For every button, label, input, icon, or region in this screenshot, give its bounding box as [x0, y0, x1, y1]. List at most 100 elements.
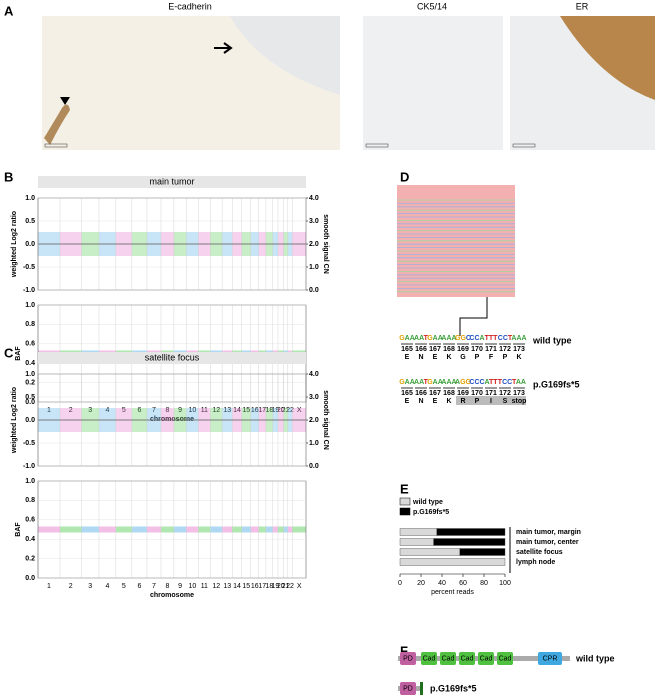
x-axis-label: chromosome	[150, 592, 194, 599]
baf-band	[98, 526, 116, 533]
backbone	[398, 656, 515, 661]
chromosome-label: 13	[223, 583, 231, 590]
y-tick-label: -0.5	[23, 264, 35, 271]
panel-label: F	[400, 643, 408, 658]
domain-label: CPR	[543, 655, 558, 662]
codon: GAA	[399, 379, 415, 386]
bar	[436, 528, 506, 536]
chromosome-label: 2	[69, 583, 73, 590]
image-title: E-cadherin	[168, 1, 212, 11]
amino-acid: P	[475, 354, 480, 361]
y-tick-label: 1.0	[25, 371, 35, 378]
aa-box	[456, 396, 470, 405]
chromosome-label: 12	[212, 407, 220, 414]
y-axis-label: weighted Log2 ratio	[11, 211, 18, 278]
y-axis-label: weighted Log2 ratio	[11, 387, 18, 454]
amino-acid: K	[516, 354, 521, 361]
y2-tick-label: 2.0	[309, 417, 319, 424]
baf-band	[283, 526, 288, 533]
amino-acid: E	[405, 354, 410, 361]
chromosome-label: 8	[165, 407, 169, 414]
baf-band	[277, 526, 284, 533]
chromosome-label: 2	[69, 407, 73, 414]
chromosome-label: 14	[233, 583, 241, 590]
y-tick-label: -1.0	[23, 287, 35, 294]
aa-box	[470, 396, 484, 405]
pointer	[459, 297, 488, 336]
amino-acid: I	[490, 398, 492, 405]
chromosome-label: 4	[105, 407, 109, 414]
y2-tick-label: 4.0	[309, 371, 319, 378]
baf-band	[60, 526, 82, 533]
baf-tick-label: 0.6	[25, 341, 35, 348]
y2-tick-label: 1.0	[309, 264, 319, 271]
x-tick-label: 40	[438, 580, 446, 587]
y-tick-label: 0.5	[25, 394, 35, 401]
domain	[440, 652, 456, 665]
domain-label: PD	[403, 655, 413, 662]
codon: GAA	[427, 379, 443, 386]
baf-tick-label: 0.4	[25, 360, 35, 367]
domain-label: Cad	[480, 655, 493, 662]
chromosome-label: 17	[258, 407, 266, 414]
position: 165	[401, 390, 413, 397]
position: 170	[471, 346, 483, 353]
bar	[399, 548, 461, 556]
y-tick-label: 0.0	[25, 241, 35, 248]
chromosome-label: 7	[152, 407, 156, 414]
title-bar	[38, 176, 306, 188]
chromosome-label: 16	[251, 407, 259, 414]
chromosome-label: 13	[223, 407, 231, 414]
position: 171	[485, 346, 497, 353]
codon: AAA	[441, 379, 456, 386]
y2-tick-label: 0.0	[309, 463, 319, 470]
legend-swatch	[399, 507, 411, 516]
codon: CCT	[498, 335, 513, 342]
baf-band	[287, 526, 293, 533]
arrowhead	[60, 97, 70, 105]
position: 166	[415, 390, 427, 397]
baf-band	[250, 526, 259, 533]
position: 165	[401, 346, 413, 353]
amino-acid: stop	[512, 398, 527, 405]
chromosome-label: 22	[286, 407, 294, 414]
baf-axis-label: BAF	[15, 522, 22, 537]
scale-bar	[365, 143, 389, 148]
arrow	[214, 42, 233, 54]
chromosome-label: 3	[88, 583, 92, 590]
domain	[400, 652, 416, 665]
y-tick-label: 1.0	[25, 195, 35, 202]
panel-label: C	[4, 345, 14, 360]
amino-acid: E	[433, 398, 438, 405]
stain	[44, 104, 70, 145]
codon: TAA	[512, 379, 526, 386]
chromosome-label: X	[297, 583, 302, 590]
position: 170	[471, 390, 483, 397]
chromosome-label: 21	[282, 583, 290, 590]
baf-band	[210, 526, 223, 533]
y2-tick-label: 3.0	[309, 218, 319, 225]
baf-band	[160, 526, 174, 533]
domain-label: Cad	[461, 655, 474, 662]
sequence-label: p.G169fs*5	[533, 379, 580, 389]
chromosome-label: 19	[271, 583, 279, 590]
y2-tick-label: 4.0	[309, 195, 319, 202]
position: 167	[429, 390, 441, 397]
panel-label: A	[4, 3, 14, 18]
position: 172	[499, 346, 511, 353]
legend-label: p.G169fs*5	[413, 509, 449, 516]
baf-tick-label: 0.2	[25, 555, 35, 562]
image-title: ER	[576, 1, 589, 11]
chromosome-label: 17	[258, 583, 266, 590]
chromosome-label: 19	[271, 407, 279, 414]
codon: GAA	[427, 335, 443, 342]
chromosome-label: 16	[251, 583, 259, 590]
aa-box	[498, 396, 512, 405]
y-tick-label: -1.0	[23, 463, 35, 470]
chromosome-label: 14	[233, 407, 241, 414]
chromosome-label: 10	[188, 407, 196, 414]
x-tick-label: 0	[398, 580, 402, 587]
codon: GAA	[399, 335, 415, 342]
y2-tick-label: 0.0	[309, 287, 319, 294]
